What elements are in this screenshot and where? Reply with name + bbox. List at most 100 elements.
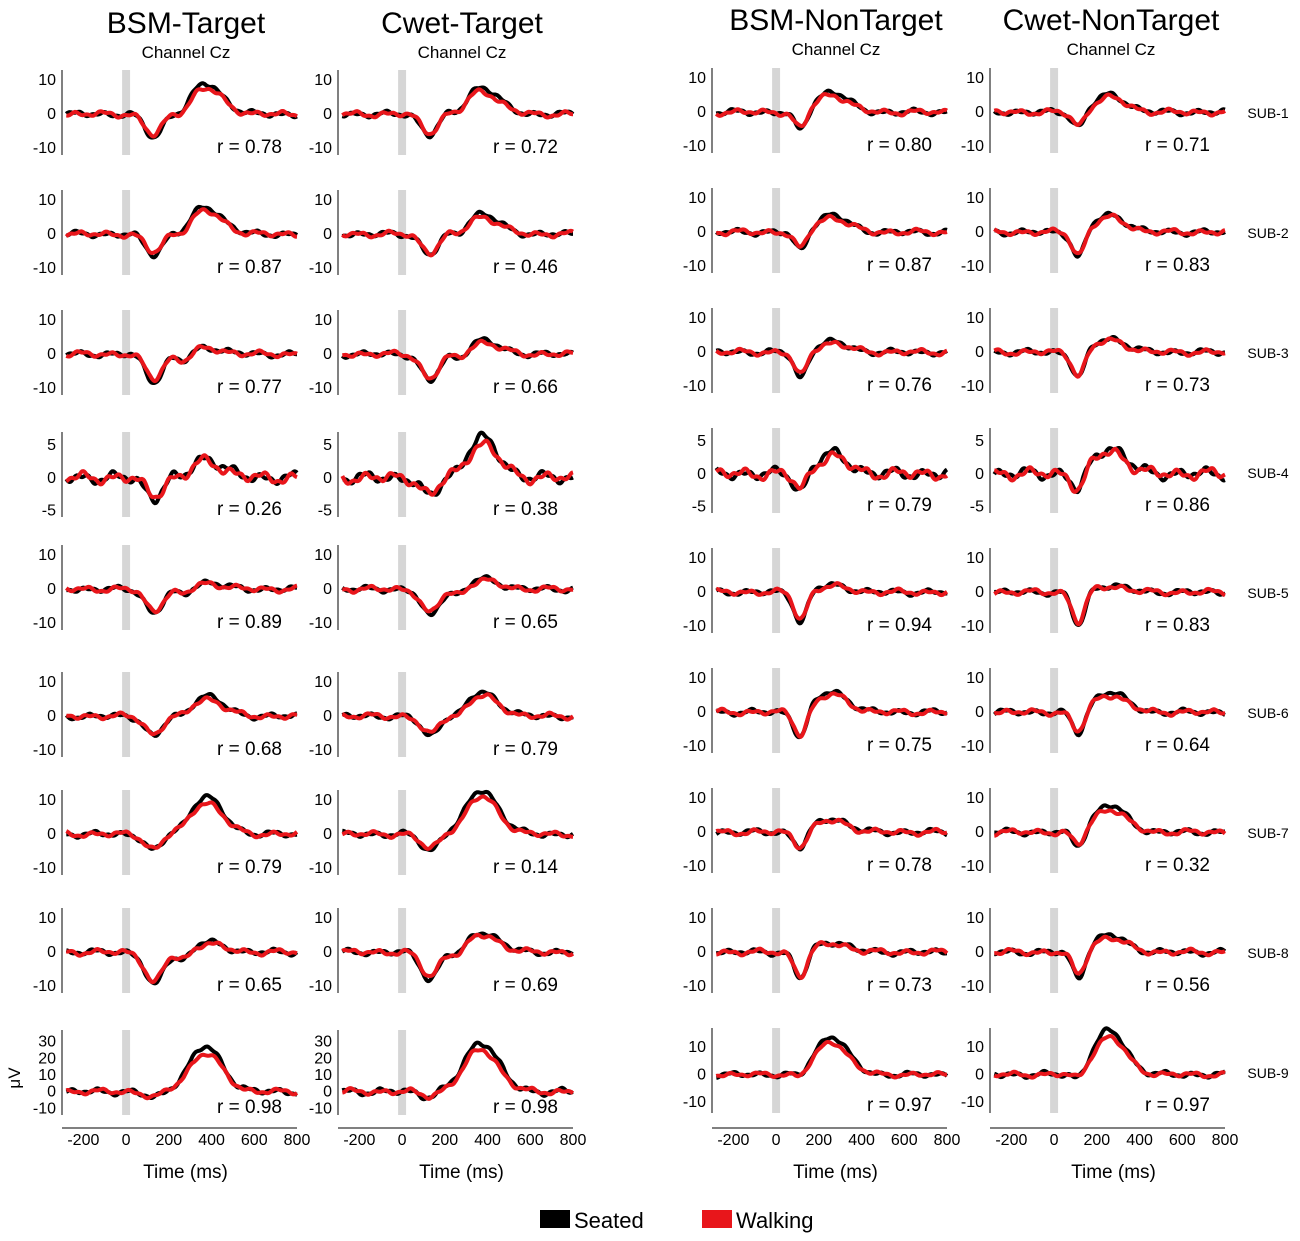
correlation-label: r = 0.98 bbox=[493, 1097, 558, 1118]
y-tick-label: 10 bbox=[38, 547, 56, 564]
y-tick-label: -10 bbox=[683, 618, 706, 635]
x-tick-label: 600 bbox=[517, 1132, 544, 1149]
trace-walking bbox=[715, 213, 948, 249]
correlation-label: r = 0.75 bbox=[867, 735, 932, 756]
y-tick-label: 10 bbox=[38, 792, 56, 809]
trace-seated bbox=[715, 211, 948, 251]
y-tick-label: -10 bbox=[961, 1094, 984, 1111]
y-tick-label: -10 bbox=[33, 860, 56, 877]
subject-label: SUB-7 bbox=[1247, 825, 1288, 841]
legend-label-seated: Seated bbox=[574, 1208, 644, 1233]
y-tick-label: 0 bbox=[975, 944, 984, 961]
y-tick-label: 10 bbox=[38, 192, 56, 209]
trace-walking bbox=[341, 932, 575, 978]
trace-seated bbox=[65, 578, 298, 615]
y-tick-label: 0 bbox=[697, 824, 706, 841]
y-tick-label: 0 bbox=[975, 704, 984, 721]
col-subtitle-bsm-nontarget: Channel Cz bbox=[792, 40, 881, 59]
trace-seated bbox=[65, 793, 298, 851]
panel-cwet-nontarget-sub-9: 10 0 -10 r = 0.97 SUB-9 bbox=[961, 1026, 1289, 1116]
y-tick-label: 10 bbox=[688, 910, 706, 927]
panel-bsm-nontarget-sub-5: 10 0 -10 r = 0.94 bbox=[683, 548, 949, 636]
correlation-label: r = 0.26 bbox=[217, 499, 282, 520]
y-tick-label: -10 bbox=[309, 260, 332, 277]
panel-bsm-nontarget-sub-9: 10 0 -10 r = 0.97 bbox=[683, 1028, 949, 1116]
y-tick-label: 0 bbox=[697, 1067, 706, 1084]
y-tick-label: 20 bbox=[38, 1050, 56, 1067]
panel-cwet-nontarget-sub-2: 10 0 -10 r = 0.83 SUB-2 bbox=[961, 188, 1289, 276]
trace-seated bbox=[340, 336, 574, 384]
trace-walking bbox=[993, 808, 1227, 847]
y-tick-label: 0 bbox=[975, 344, 984, 361]
correlation-label: r = 0.77 bbox=[217, 377, 282, 398]
y-tick-label: 10 bbox=[688, 670, 706, 687]
y-tick-label: -10 bbox=[309, 860, 332, 877]
panel-cwet-nontarget-sub-7: 10 0 -10 r = 0.32 SUB-7 bbox=[961, 788, 1289, 876]
trace-walking bbox=[340, 438, 574, 497]
y-tick-label: 10 bbox=[966, 790, 984, 807]
y-tick-label: 10 bbox=[966, 1039, 984, 1056]
y-tick-label: -10 bbox=[309, 140, 332, 157]
y-tick-label: 10 bbox=[688, 190, 706, 207]
correlation-label: r = 0.94 bbox=[867, 615, 932, 636]
panel-bsm-target-sub-7: 10 0 -10 r = 0.79 bbox=[33, 790, 299, 878]
trace-walking bbox=[341, 576, 574, 614]
x-axis-label: Time (ms) bbox=[1071, 1162, 1156, 1183]
y-tick-label: 10 bbox=[38, 72, 56, 89]
y-tick-label: -10 bbox=[961, 978, 984, 995]
correlation-label: r = 0.68 bbox=[217, 739, 282, 760]
trace-walking bbox=[65, 86, 298, 139]
panel-cwet-target-sub-1: 10 0 -10 r = 0.72 bbox=[309, 70, 575, 158]
y-tick-label: 10 bbox=[38, 312, 56, 329]
panel-bsm-target-sub-8: 10 0 -10 r = 0.65 bbox=[33, 908, 299, 996]
correlation-label: r = 0.32 bbox=[1145, 855, 1210, 876]
y-tick-label: 0 bbox=[323, 708, 332, 725]
correlation-label: r = 0.78 bbox=[217, 137, 282, 158]
stimulus-onset-bar bbox=[122, 1030, 131, 1115]
col-subtitle-bsm-target: Channel Cz bbox=[142, 43, 231, 62]
y-tick-label: -5 bbox=[692, 498, 706, 515]
col-title-bsm-nontarget: BSM-NonTarget bbox=[729, 4, 943, 37]
y-tick-label: 0 bbox=[47, 346, 56, 363]
x-tick-label: 0 bbox=[772, 1132, 781, 1149]
x-tick-label: -200 bbox=[717, 1132, 749, 1149]
y-tick-label: -10 bbox=[33, 380, 56, 397]
y-tick-label: -10 bbox=[961, 258, 984, 275]
panel-bsm-nontarget-sub-1: 10 0 -10 r = 0.80 bbox=[683, 68, 948, 156]
trace-walking bbox=[341, 794, 574, 851]
trace-walking bbox=[341, 214, 574, 258]
panel-cwet-target-sub-2: 10 0 -10 r = 0.46 bbox=[309, 190, 574, 278]
trace-seated bbox=[64, 454, 299, 506]
y-tick-label: 10 bbox=[966, 670, 984, 687]
x-axis-label: Time (ms) bbox=[419, 1162, 504, 1183]
x-tick-label: -200 bbox=[995, 1132, 1027, 1149]
panel-cwet-target-sub-6: 10 0 -10 r = 0.79 bbox=[309, 672, 575, 760]
y-tick-label: 0 bbox=[47, 470, 56, 487]
correlation-label: r = 0.79 bbox=[867, 495, 932, 516]
y-tick-label: -10 bbox=[683, 378, 706, 395]
y-tick-label: 10 bbox=[38, 674, 56, 691]
panel-bsm-target-sub-6: 10 0 -10 r = 0.68 bbox=[33, 672, 298, 760]
y-tick-label: -10 bbox=[33, 978, 56, 995]
stimulus-onset-bar bbox=[398, 70, 407, 155]
stimulus-onset-bar bbox=[398, 1030, 407, 1115]
trace-walking bbox=[341, 338, 574, 381]
panel-cwet-nontarget-sub-5: 10 0 -10 r = 0.83 SUB-5 bbox=[961, 548, 1289, 636]
panel-cwet-target-sub-8: 10 0 -10 r = 0.69 bbox=[309, 908, 575, 996]
y-tick-label: 10 bbox=[314, 674, 332, 691]
subject-label: SUB-5 bbox=[1247, 585, 1288, 601]
correlation-label: r = 0.65 bbox=[217, 975, 282, 996]
x-tick-label: 0 bbox=[398, 1132, 407, 1149]
y-tick-label: -10 bbox=[33, 1100, 56, 1117]
x-tick-label: 400 bbox=[198, 1132, 225, 1149]
trace-walking bbox=[993, 212, 1226, 256]
y-tick-label: 0 bbox=[323, 106, 332, 123]
x-tick-label: 400 bbox=[1126, 1132, 1153, 1149]
col-title-bsm-target: BSM-Target bbox=[107, 7, 266, 40]
correlation-label: r = 0.46 bbox=[493, 257, 558, 278]
correlation-label: r = 0.73 bbox=[1145, 375, 1210, 396]
x-tick-label: 800 bbox=[934, 1132, 961, 1149]
correlation-label: r = 0.83 bbox=[1145, 615, 1210, 636]
